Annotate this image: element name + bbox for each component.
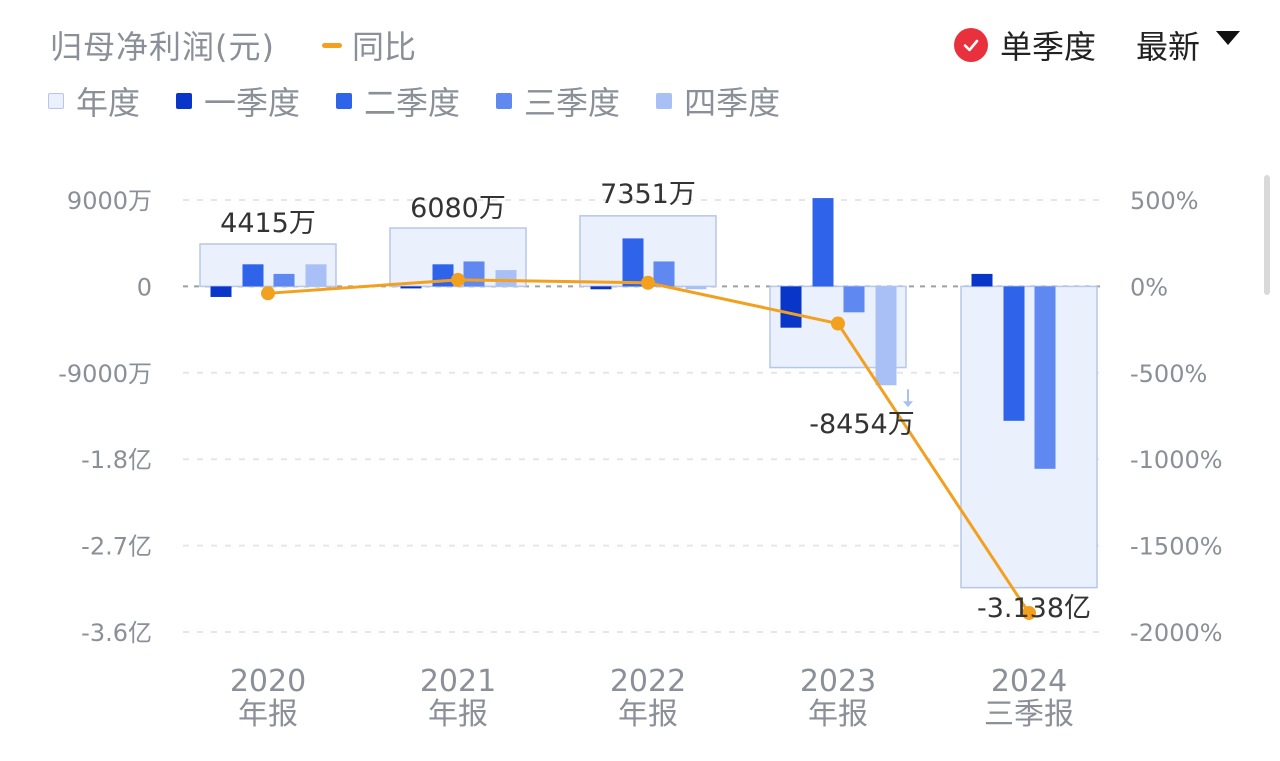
quarter-bar	[590, 286, 612, 290]
yoy-point	[641, 275, 655, 290]
x-tick-label: 2023	[800, 664, 876, 699]
quarter-bar	[622, 238, 644, 287]
quarter-bar	[273, 273, 295, 287]
quarter-bar	[653, 261, 675, 287]
scrollbar[interactable]	[1264, 175, 1270, 295]
quarter-bar	[1034, 286, 1056, 469]
x-tick-label: 2020	[230, 664, 306, 699]
annual-value-label: 6080万	[410, 193, 506, 224]
x-tick-label: 2021	[420, 664, 496, 699]
legend-item-annual[interactable]: 年度	[48, 78, 140, 124]
y-right-tick-label: 0%	[1130, 273, 1168, 301]
x-tick-label: 年报	[238, 697, 298, 732]
legend-label-q3: 三季度	[524, 84, 621, 122]
yoy-point	[831, 316, 845, 331]
yoy-point	[261, 286, 275, 301]
quarter-bar	[843, 286, 865, 313]
x-tick-label: 三季报	[984, 697, 1074, 732]
quarter-bar	[495, 270, 517, 287]
legend-swatch-annual	[48, 93, 64, 109]
annual-value-label: -8454万	[809, 409, 914, 440]
quarter-bar	[242, 264, 264, 287]
y-right-tick-label: -1500%	[1130, 533, 1223, 561]
legend-swatch-q1	[176, 93, 193, 109]
quarter-bar	[685, 286, 707, 290]
series-legend: 年度 一季度 二季度 三季度 四季度	[48, 78, 816, 124]
yoy-line	[267, 278, 1031, 614]
annual-value-label: 4415万	[220, 208, 316, 239]
annual-value-label: -3.138亿	[977, 593, 1091, 624]
y-right-tick-label: -1000%	[1130, 446, 1223, 474]
quarter-bar	[305, 264, 327, 287]
quarter-bar	[432, 264, 454, 287]
yoy-point	[451, 272, 465, 287]
x-tick-label: 年报	[618, 697, 678, 732]
y-right-tick-label: -500%	[1130, 360, 1207, 388]
legend-label-annual: 年度	[76, 84, 141, 122]
quarter-bar	[780, 286, 802, 328]
chart-controls: 单季度 最新	[953, 22, 1240, 68]
quarter-bar	[875, 286, 897, 386]
legend-swatch-q2	[336, 93, 353, 109]
quarter-bar	[463, 261, 485, 287]
quarter-bar	[971, 273, 993, 287]
quarter-bar	[1003, 286, 1025, 421]
quarter-bar	[400, 286, 422, 289]
x-tick-label: 2024	[991, 664, 1067, 699]
y-left-tick-label: 9000万	[67, 187, 152, 215]
x-tick-label: 2022	[610, 664, 686, 699]
quarter-bar	[210, 286, 232, 297]
legend-label-q1: 一季度	[204, 84, 301, 122]
quarter-bar	[812, 198, 834, 287]
x-tick-label: 年报	[428, 697, 488, 732]
y-left-tick-label: -1.8亿	[81, 446, 152, 474]
legend-swatch-q3	[496, 93, 513, 109]
annual-value-label: 7351万	[600, 179, 696, 210]
sort-dropdown-label[interactable]: 最新	[1135, 28, 1200, 66]
legend-item-q2[interactable]: 二季度	[336, 78, 460, 124]
check-icon[interactable]	[953, 28, 988, 62]
annual-bar	[960, 285, 1098, 589]
legend-swatch-q4	[656, 93, 673, 109]
x-tick-label: 年报	[808, 697, 868, 732]
legend-item-q4[interactable]: 四季度	[656, 78, 780, 124]
y-right-tick-label: -2000%	[1130, 619, 1223, 647]
y-right-tick-label: 500%	[1130, 187, 1199, 215]
legend-label-q4: 四季度	[684, 84, 781, 122]
yoy-legend[interactable]: 同比	[322, 22, 416, 68]
arrow-head	[903, 401, 913, 408]
chart-title: 归母净利润(元)	[50, 28, 275, 66]
y-left-tick-label: -3.6亿	[81, 619, 152, 647]
legend-item-q3[interactable]: 三季度	[496, 78, 620, 124]
legend-label-q2: 二季度	[364, 84, 461, 122]
quarterly-toggle-label[interactable]: 单季度	[999, 28, 1096, 66]
legend-item-q1[interactable]: 一季度	[176, 78, 300, 124]
dropdown-triangle-icon[interactable]	[1216, 31, 1240, 45]
yoy-legend-label: 同比	[352, 28, 417, 66]
yoy-point	[1022, 605, 1036, 620]
y-left-tick-label: -2.7亿	[81, 533, 152, 561]
annual-bar	[579, 215, 717, 288]
y-left-tick-label: 0	[137, 273, 152, 301]
y-left-tick-label: -9000万	[58, 360, 152, 388]
yoy-line-swatch	[322, 42, 342, 48]
